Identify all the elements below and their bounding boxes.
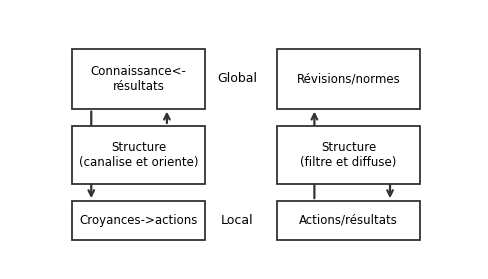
Text: Actions/résultats: Actions/résultats xyxy=(299,214,398,227)
FancyBboxPatch shape xyxy=(72,201,205,240)
Text: Structure
(canalise et oriente): Structure (canalise et oriente) xyxy=(79,141,198,169)
Text: Local: Local xyxy=(221,214,253,227)
FancyBboxPatch shape xyxy=(72,49,205,109)
FancyBboxPatch shape xyxy=(72,126,205,184)
Text: Révisions/normes: Révisions/normes xyxy=(297,72,400,85)
Text: Croyances->actions: Croyances->actions xyxy=(80,214,198,227)
FancyBboxPatch shape xyxy=(277,201,420,240)
FancyBboxPatch shape xyxy=(277,49,420,109)
FancyBboxPatch shape xyxy=(277,126,420,184)
Text: Structure
(filtre et diffuse): Structure (filtre et diffuse) xyxy=(300,141,397,169)
Text: Connaissance<-
résultats: Connaissance<- résultats xyxy=(91,65,186,93)
Text: Global: Global xyxy=(217,72,257,85)
